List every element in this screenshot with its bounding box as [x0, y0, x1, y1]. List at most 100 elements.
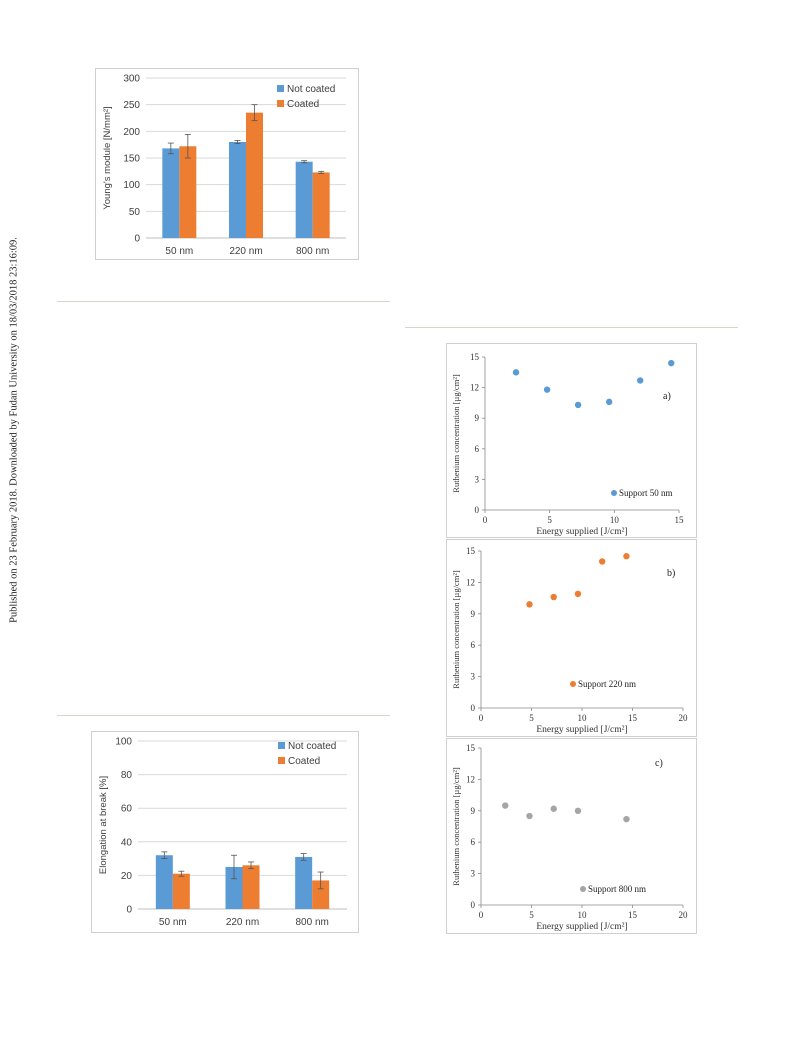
- y-tick-label: 12: [466, 577, 475, 587]
- legend-marker: [611, 490, 617, 496]
- x-tick-label: 800 nm: [296, 246, 329, 257]
- bar: [295, 161, 313, 238]
- x-tick-label: 220 nm: [229, 246, 262, 257]
- legend-swatch: [277, 100, 284, 107]
- bar: [312, 880, 330, 909]
- data-point: [512, 369, 520, 376]
- data-point: [526, 601, 533, 608]
- y-tick-label: 9: [471, 609, 476, 619]
- x-axis-label: Energy supplied [J/cm²]: [536, 922, 627, 932]
- data-point: [550, 805, 557, 812]
- y-axis-label: Ruthenium concentration [µg/cm²]: [451, 767, 461, 886]
- data-point: [599, 558, 606, 565]
- panel-label: a): [663, 391, 671, 402]
- y-tick-label: 3: [471, 869, 476, 879]
- x-axis-label: Energy supplied [J/cm²]: [536, 527, 627, 537]
- legend-swatch: [278, 742, 285, 749]
- ruthenium-800nm-chart-frame: 0 3 6 9 12 15 0 5 10 15 20 Ruthenium concentration …: [446, 738, 697, 934]
- x-tick-label: 10: [578, 713, 588, 723]
- elongation-chart-frame: 0 20 40 60 80 100 Elongation at break [%] 50 nm…: [91, 731, 359, 933]
- bar: [162, 148, 180, 238]
- data-point: [623, 815, 630, 823]
- download-watermark: Published on 23 February 2018. Downloade…: [0, 0, 28, 1039]
- data-point: [637, 377, 644, 384]
- legend-label: Coated: [287, 99, 319, 110]
- youngs-module-chart: 0 50 100 150 200 250 300 Young's module [N/mm²]…: [102, 74, 346, 257]
- x-tick-label: 20: [679, 910, 689, 920]
- y-tick-label: 6: [471, 640, 476, 650]
- bar: [242, 865, 260, 909]
- data-point: [574, 807, 582, 814]
- y-tick-label: 12: [466, 774, 475, 784]
- divider-line: [57, 301, 390, 302]
- y-axis-label: Young's module [N/mm²]: [102, 106, 113, 209]
- x-tick-label: 5: [529, 910, 534, 920]
- data-point: [526, 812, 533, 820]
- divider-line: [57, 715, 390, 716]
- legend-label: Support 50 nm: [619, 488, 673, 498]
- x-tick-label: 800 nm: [295, 917, 328, 928]
- panel-label: b): [667, 568, 675, 579]
- ruthenium-50nm-chart: 0 3 6 9 12 15 0 5 10 15 Ruthenium concentration [µ…: [451, 352, 685, 537]
- youngs-module-chart-frame: 0 50 100 150 200 250 300 Young's module [N/mm²]…: [95, 68, 359, 260]
- legend-marker: [580, 886, 586, 892]
- y-tick-label: 20: [121, 871, 133, 882]
- y-tick-label: 12: [470, 383, 479, 393]
- data-point: [502, 802, 509, 809]
- y-tick-label: 15: [470, 352, 480, 362]
- bar: [179, 146, 197, 238]
- ruthenium-50nm-chart-frame: 0 3 6 9 12 15 0 5 10 15 Ruthenium concentration [µ…: [446, 343, 697, 538]
- y-tick-label: 200: [123, 127, 140, 138]
- legend-swatch: [277, 85, 284, 92]
- y-tick-label: 0: [471, 900, 476, 910]
- y-tick-label: 0: [134, 234, 140, 245]
- y-tick-label: 40: [121, 837, 133, 848]
- legend-label: Support 220 nm: [578, 679, 636, 689]
- x-tick-label: 15: [628, 713, 638, 723]
- legend-marker: [570, 681, 576, 687]
- x-tick-label: 0: [483, 515, 488, 525]
- x-tick-label: 5: [529, 713, 534, 723]
- y-tick-label: 15: [466, 743, 476, 753]
- x-tick-label: 50 nm: [159, 917, 187, 928]
- y-tick-label: 0: [475, 505, 480, 515]
- legend-label: Coated: [288, 756, 320, 767]
- y-tick-label: 6: [475, 444, 480, 454]
- bar: [172, 873, 190, 909]
- elongation-chart: 0 20 40 60 80 100 Elongation at break [%] 50 nm…: [98, 737, 347, 928]
- x-tick-label: 5: [547, 515, 552, 525]
- bar: [295, 856, 313, 909]
- bar: [225, 867, 243, 909]
- bar: [229, 142, 246, 238]
- y-axis-label: Elongation at break [%]: [98, 776, 109, 874]
- data-point: [623, 553, 630, 560]
- y-tick-label: 80: [121, 770, 133, 781]
- x-tick-label: 10: [610, 515, 620, 525]
- x-tick-label: 15: [675, 515, 685, 525]
- x-axis-label: Energy supplied [J/cm²]: [536, 725, 627, 735]
- ruthenium-220nm-chart-frame: 0 3 6 9 12 15 0 5 10 15 20 Ruthenium concentration …: [446, 539, 697, 737]
- data-point: [668, 359, 675, 367]
- y-tick-label: 6: [471, 837, 476, 847]
- y-tick-label: 250: [123, 100, 140, 111]
- y-tick-label: 60: [121, 804, 133, 815]
- legend-label: Not coated: [287, 84, 335, 95]
- bar: [312, 172, 330, 238]
- legend-label: Support 800 nm: [588, 884, 646, 894]
- data-point: [574, 590, 582, 598]
- x-tick-label: 15: [628, 910, 638, 920]
- data-point: [605, 398, 613, 406]
- y-tick-label: 100: [115, 737, 132, 748]
- y-tick-label: 3: [471, 672, 476, 682]
- download-watermark-text: Published on 23 February 2018. Downloade…: [8, 237, 20, 623]
- x-tick-label: 220 nm: [226, 917, 259, 928]
- x-tick-label: 20: [679, 713, 689, 723]
- divider-line: [405, 327, 738, 328]
- y-tick-label: 15: [466, 546, 476, 556]
- y-tick-label: 9: [471, 806, 476, 816]
- y-tick-label: 0: [471, 703, 476, 713]
- bar: [246, 112, 263, 238]
- y-axis-label: Ruthenium concentration [µg/cm²]: [451, 374, 461, 493]
- legend-swatch: [278, 757, 285, 764]
- y-tick-label: 50: [129, 207, 141, 218]
